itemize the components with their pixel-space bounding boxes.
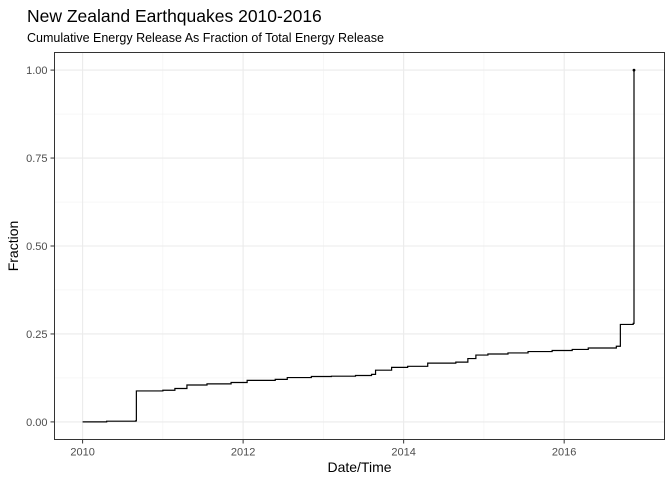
x-axis-title: Date/Time <box>327 459 391 475</box>
major-gridlines <box>54 52 665 440</box>
y-tick-label: 0.75 <box>26 153 47 165</box>
cumulative-energy-line <box>82 70 635 423</box>
x-tick-label: 2012 <box>231 447 255 459</box>
y-axis-title: Fraction <box>5 221 21 272</box>
chart-subtitle: Cumulative Energy Release As Fraction of… <box>27 31 384 45</box>
x-tick-label: 2016 <box>552 447 576 459</box>
y-tick-label: 0.00 <box>26 417 47 429</box>
chart-title: New Zealand Earthquakes 2010-2016 <box>27 6 322 26</box>
y-axis: 0.00 0.25 0.50 0.75 1.00 <box>26 65 55 429</box>
series-layer <box>82 68 636 423</box>
x-tick-label: 2014 <box>391 447 415 459</box>
x-tick-label: 2010 <box>70 447 94 459</box>
y-tick-label: 0.25 <box>26 329 47 341</box>
y-tick-label: 1.00 <box>26 65 47 77</box>
y-tick-label: 0.50 <box>26 241 47 253</box>
minor-gridlines <box>54 52 665 440</box>
x-axis: 2010 2012 2014 2016 <box>70 439 576 459</box>
series-end-point <box>632 68 636 72</box>
